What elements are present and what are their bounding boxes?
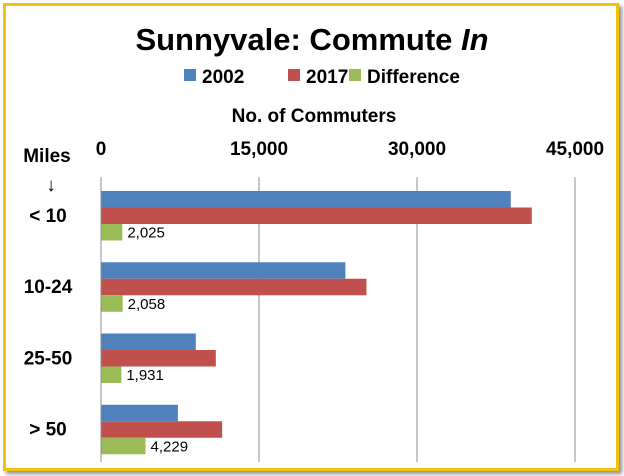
bar-difference-3 (101, 366, 122, 383)
legend-swatch-2002 (184, 69, 196, 81)
legend-label: 2017 (306, 67, 348, 88)
data-label: 4,229 (151, 438, 189, 455)
bar-2002-2 (101, 262, 346, 279)
bar-difference-2 (101, 295, 123, 312)
legend-swatch-2017 (288, 69, 300, 81)
down-arrow-icon: ↓ (46, 175, 56, 196)
x-tick-label: 15,000 (230, 139, 288, 160)
x-tick-label: 30,000 (388, 139, 446, 160)
bar-2002-3 (101, 333, 196, 350)
y-category-label: < 10 (29, 206, 67, 227)
data-label: 1,931 (126, 367, 164, 384)
legend-label: 2002 (202, 67, 244, 88)
chart-title: Sunnyvale: Commute In (135, 22, 488, 57)
bar-difference-1 (101, 224, 123, 241)
bar-2002-1 (101, 191, 511, 208)
x-tick-label: 0 (96, 139, 107, 160)
bar-2017-1 (101, 207, 532, 224)
x-axis-title: No. of Commuters (232, 106, 397, 127)
bar-2017-4 (101, 421, 223, 438)
data-label: 2,025 (127, 225, 165, 242)
x-tick-label: 45,000 (546, 139, 604, 160)
y-category-label: 25-50 (24, 348, 73, 369)
plot-area: 0 15,000 30,000 45,000 2,025 < 10 2,058 10-24 1,… (24, 139, 604, 462)
y-category-label: > 50 (29, 420, 67, 441)
legend-swatch-difference (349, 69, 361, 81)
bar-2017-3 (101, 350, 216, 367)
y-axis-title: Miles (23, 146, 71, 167)
legend: 2002 2017 Difference (184, 67, 460, 88)
bar-2002-4 (101, 404, 178, 422)
legend-label: Difference (367, 67, 460, 88)
data-label: 2,058 (128, 296, 166, 313)
bar-2017-2 (101, 278, 367, 296)
y-category-label: 10-24 (24, 277, 73, 298)
bar-difference-4 (101, 437, 146, 455)
